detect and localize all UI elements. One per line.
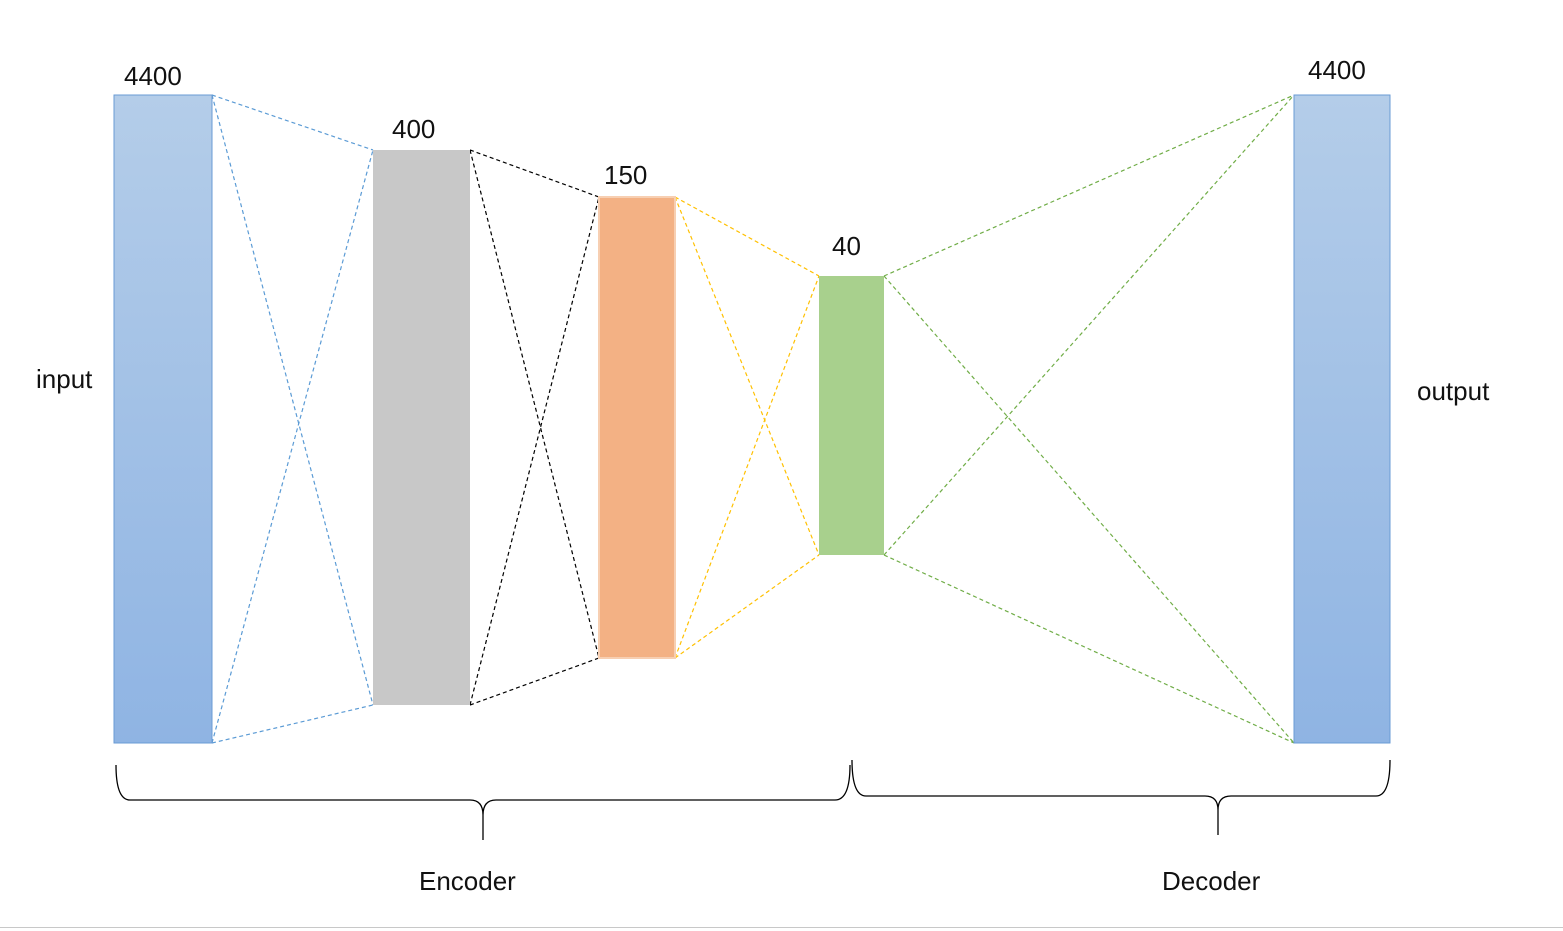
bottleneck-layer-bar [819, 276, 884, 555]
edge [883, 94, 1295, 277]
edge [674, 275, 820, 659]
hidden2-size-label: 150 [604, 160, 647, 190]
encoder-brace [115, 764, 851, 840]
edge [469, 196, 600, 706]
bottom-divider [0, 927, 1563, 928]
edge [469, 657, 600, 706]
edge [883, 94, 1295, 556]
edges-hidden1-to-hidden2 [469, 149, 600, 706]
hidden1-layer-bar [373, 150, 470, 705]
edge [469, 149, 600, 659]
edges-input-to-hidden1 [211, 94, 374, 744]
decoder-brace [851, 759, 1391, 835]
hidden1-size-label: 400 [392, 114, 435, 144]
edge [883, 554, 1295, 744]
bottleneck-size-label: 40 [832, 231, 861, 261]
input-size-label: 4400 [124, 61, 182, 91]
output-layer-bar [1293, 94, 1391, 744]
edge [674, 196, 820, 277]
input-layer-bar [113, 94, 213, 744]
edge [674, 196, 820, 556]
edge [211, 149, 374, 744]
edges-hidden2-to-bottleneck [674, 196, 820, 659]
edges-bottleneck-to-output [883, 94, 1295, 744]
output-size-label: 4400 [1308, 55, 1366, 85]
hidden2-layer-bar [598, 196, 676, 659]
edge [211, 704, 374, 744]
encoder-label: Encoder [419, 866, 516, 896]
output-label: output [1417, 376, 1490, 406]
decoder-label: Decoder [1162, 866, 1261, 896]
edge [211, 94, 374, 151]
edge [674, 554, 820, 659]
input-label: input [36, 364, 93, 394]
edge [883, 275, 1295, 744]
edge [469, 149, 600, 198]
edge [211, 94, 374, 706]
